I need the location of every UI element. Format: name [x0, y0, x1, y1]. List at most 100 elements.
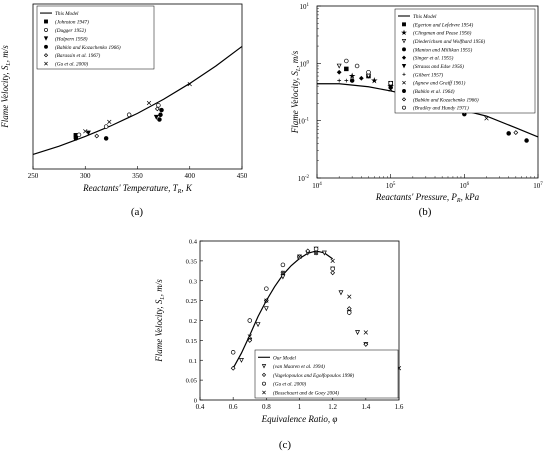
data-point — [349, 78, 355, 83]
data-point — [158, 112, 163, 118]
legend-box — [254, 349, 399, 399]
y-tick-label: 0.05 — [186, 378, 197, 385]
legend-marker — [43, 36, 49, 41]
y-tick-label: 10-2 — [298, 175, 310, 183]
data-point — [513, 130, 519, 135]
x-tick-label: 107 — [533, 182, 543, 190]
data-point — [344, 66, 349, 72]
legend-entry: Our Model — [273, 355, 296, 361]
x-tick-label: 1 — [298, 403, 302, 411]
data-point — [76, 132, 82, 138]
data-point — [371, 77, 378, 84]
x-tick-label: 350 — [132, 172, 143, 180]
legend-entry: (Egerton and Lefebvre 1954) — [413, 21, 473, 28]
legend-marker — [402, 80, 406, 85]
data-point — [280, 270, 286, 275]
legend-marker — [402, 89, 406, 93]
data-point — [344, 78, 349, 83]
data-point — [85, 130, 91, 136]
data-point — [524, 138, 529, 143]
data-point — [321, 250, 327, 256]
legend-entry: (Gilbert 1957) — [413, 71, 443, 78]
x-tick-label: 250 — [28, 172, 39, 180]
data-point — [347, 310, 352, 315]
plot-frame — [316, 5, 539, 179]
data-point — [354, 63, 360, 69]
legend-entry: (Barassin et al. 1967) — [55, 52, 101, 59]
chart-panel-c: 0.4 0.6 0.8 1 1.2 1.4 1.6 0 0.05 0.1 0.15 0.2 0.25 0.… — [154, 239, 404, 452]
legend-marker — [261, 372, 267, 377]
data-point — [346, 306, 352, 311]
legend-entry: (van Maaren et al. 1994) — [273, 363, 325, 370]
legend-entry: (Agnew and Graiff 1961) — [413, 80, 466, 87]
x-tick-label: 106 — [460, 182, 470, 190]
legend-marker — [262, 381, 266, 386]
data-point — [336, 63, 342, 69]
legend-marker — [401, 97, 407, 102]
y-tick-label: 0.3 — [189, 278, 197, 285]
x-tick-label: 1.4 — [361, 403, 370, 411]
panel-label: (a) — [131, 206, 144, 218]
legend: This Model(Johnston 1947) (Dugger 1952)(H… — [36, 5, 155, 70]
y-tick-label: 0.35 — [186, 258, 197, 265]
x-tick-label: 0.6 — [229, 403, 238, 411]
panel-label: (b) — [419, 206, 432, 218]
data-point — [247, 337, 253, 343]
legend: This Model(Egerton and Lefebvre 1954) (Cl… — [394, 8, 536, 114]
data-point — [388, 85, 393, 90]
data-point — [157, 117, 162, 122]
legend-entry: (Singer et al. 1955) — [413, 55, 454, 62]
legend-marker — [44, 61, 48, 66]
y-axis-label: Flame Velocity, SL, m/s — [0, 45, 12, 129]
legend-entry: (Gu et al. 2000) — [273, 381, 306, 388]
legend-marker — [402, 22, 406, 27]
legend-entry: (Gu et al. 2000) — [55, 61, 88, 68]
data-point — [330, 266, 335, 272]
y-tick-label: 0.4 — [189, 239, 198, 246]
x-tick-label: 1.6 — [395, 403, 404, 411]
y-tick-label: 10-1 — [298, 118, 310, 126]
data-point — [103, 124, 109, 129]
data-point — [330, 258, 335, 264]
data-point — [366, 69, 371, 75]
data-point — [153, 114, 159, 120]
data-point — [94, 133, 100, 139]
x-tick-label: 1.2 — [328, 403, 337, 411]
legend-marker — [402, 72, 406, 76]
legend-entry: (Clingman and Pease 1956) — [413, 30, 472, 37]
data-point — [154, 106, 160, 112]
legend-marker — [44, 27, 48, 32]
y-axis-label: Flame Velocity, SL, m/s — [290, 50, 302, 134]
legend-entry: (Babkin and Kozachenko 1966) — [55, 44, 121, 51]
legend-marker — [401, 29, 407, 36]
x-tick-label: 300 — [80, 172, 91, 180]
data-point — [336, 69, 342, 75]
data-point — [255, 322, 261, 328]
data-point — [305, 248, 311, 254]
data-point — [338, 290, 344, 296]
legend-marker — [44, 19, 48, 24]
legend-entry: (Vagelopoulos and Egolfopoulos 1998) — [273, 372, 354, 379]
legend-marker — [402, 47, 406, 52]
y-tick-label: 0.2 — [189, 318, 197, 325]
legend-marker — [44, 44, 48, 49]
legend-entry: (Manton and Millikan 1955) — [413, 46, 472, 53]
legend-entry: This Model — [55, 11, 79, 17]
data-point — [263, 306, 269, 312]
data-point — [146, 100, 152, 106]
legend-entry: (Babkin and Kozachenko 1966) — [413, 96, 479, 103]
data-point — [355, 330, 361, 336]
data-point — [330, 270, 336, 276]
data-point — [73, 136, 79, 141]
legend-marker — [401, 55, 407, 60]
legend-entry: (Johnston 1947) — [55, 18, 89, 25]
y-tick-label: 0.15 — [186, 338, 197, 345]
data-point — [297, 254, 302, 260]
data-point — [230, 350, 236, 355]
data-point — [280, 274, 286, 280]
data-point — [388, 80, 393, 86]
legend-marker — [401, 39, 407, 44]
legend-entry: (Diederichsen and Wolfhard 1956) — [413, 38, 485, 45]
x-tick-label: 105 — [386, 182, 396, 190]
